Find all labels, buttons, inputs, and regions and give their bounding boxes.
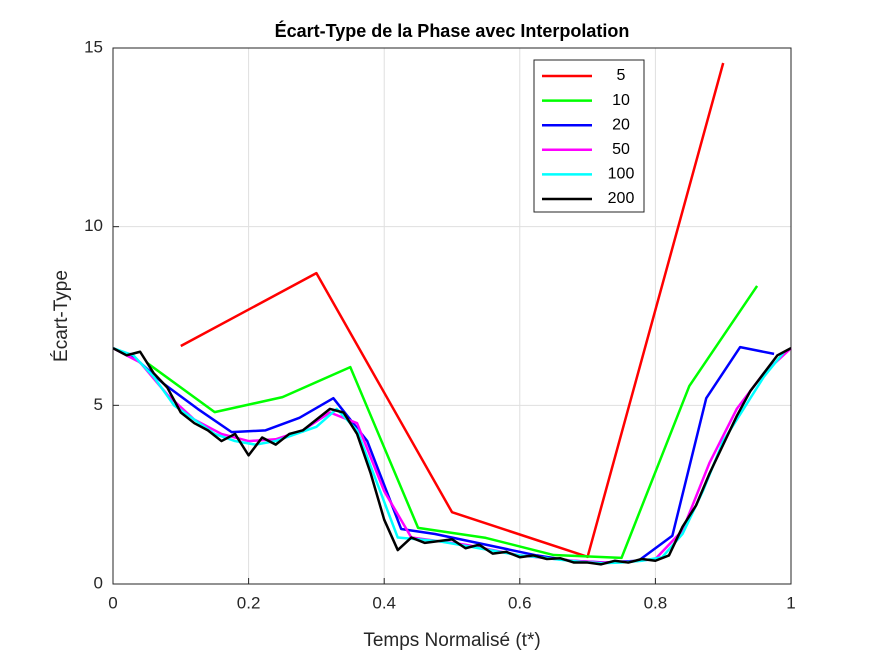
- legend-label: 100: [608, 166, 635, 183]
- legend-label: 50: [612, 141, 630, 158]
- axes-box: [112, 47, 792, 585]
- series-line: [112, 347, 792, 566]
- series-line: [129, 345, 775, 564]
- x-axis-label: Temps Normalisé (t*): [363, 630, 540, 651]
- x-tick-label: 0.4: [372, 593, 396, 612]
- legend-label: 10: [612, 92, 630, 109]
- series-line: [146, 285, 759, 560]
- y-tick-label: 15: [84, 37, 103, 56]
- x-tick-label: 0.6: [508, 593, 532, 612]
- y-tick-label: 5: [94, 395, 103, 414]
- legend-label: 5: [617, 67, 626, 84]
- y-tick-label: 10: [84, 216, 103, 235]
- x-tick-label: 0.8: [644, 593, 668, 612]
- x-tick-label: 1: [786, 593, 795, 612]
- legend-label: 200: [608, 190, 635, 207]
- y-tick-label: 0: [94, 573, 103, 592]
- legend-label: 20: [612, 116, 630, 133]
- chart-title: Écart-Type de la Phase avec Interpolatio…: [275, 20, 630, 41]
- x-tick-label: 0: [108, 593, 117, 612]
- series-line: [180, 62, 725, 559]
- plot-area: [113, 48, 791, 584]
- legend-box: [533, 59, 645, 213]
- x-tick-label: 0.2: [237, 593, 261, 612]
- y-axis-label: Écart-Type: [51, 270, 72, 362]
